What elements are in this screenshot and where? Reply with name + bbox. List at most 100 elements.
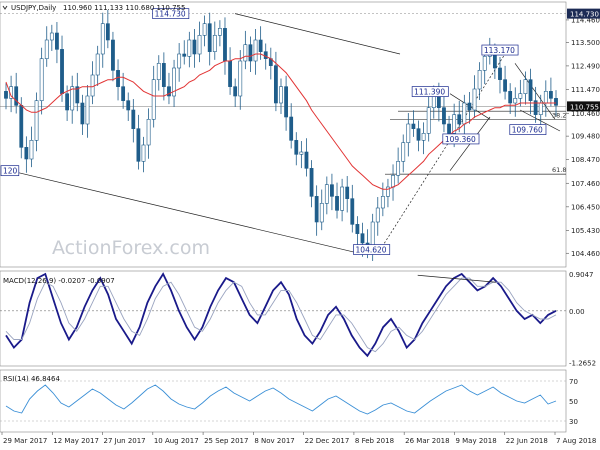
- candle-body: [151, 79, 156, 120]
- x-tick-label: 22 Jun 2018: [506, 437, 548, 445]
- candle-body: [360, 233, 365, 244]
- price-panel: 38.261.8 ActionForex.com 114.730104.6201…: [0, 1, 600, 268]
- macd-line: [5, 272, 557, 358]
- collapse-icon[interactable]: [2, 5, 8, 10]
- price-annotation-box: [0, 165, 20, 177]
- macd-title: MACD(12,26,9) -0.0207 -0.0907: [3, 277, 115, 285]
- candle-body: [228, 60, 232, 87]
- y-tick-label: 109.480: [571, 133, 600, 141]
- y-tick-label: 114.730: [570, 11, 599, 19]
- candle-body: [426, 107, 431, 134]
- candle-body: [391, 175, 395, 188]
- candle-body: [324, 184, 329, 204]
- current-price-box: [567, 101, 600, 112]
- rsi-y-tick-label: 50: [569, 398, 578, 406]
- candle-body: [396, 161, 401, 176]
- chart-header: USDJPY,Daily 110.960 111.133 110.680 110…: [1, 3, 185, 12]
- candle-body: [314, 196, 319, 223]
- candle-body: [340, 186, 345, 211]
- high-label-box: [567, 8, 600, 19]
- candle-body: [518, 93, 523, 99]
- dashed-trendline: [379, 53, 506, 251]
- candle-body: [156, 63, 161, 80]
- candle-body: [289, 116, 294, 141]
- y-tick-label: 114.460: [571, 16, 600, 24]
- x-tick-label: 12 May 2017: [53, 437, 99, 445]
- macd-y-tick-label: -1.2652: [569, 360, 596, 368]
- price-annotation-label: 104.620: [356, 246, 387, 255]
- candle-body: [452, 114, 457, 134]
- candle-body: [55, 32, 59, 50]
- macd-y-tick-label: 0.9047: [569, 271, 594, 279]
- rsi-y-tick-label: 70: [569, 378, 578, 386]
- candle-body: [543, 91, 548, 104]
- candlestick-series: [4, 9, 558, 261]
- y-tick-label: 111.470: [571, 86, 600, 94]
- candle-body: [146, 119, 151, 146]
- y-tick-label: 112.490: [571, 62, 600, 70]
- candle-body: [294, 140, 299, 155]
- candle-body: [386, 186, 390, 197]
- x-tick-label: 26 Mar 2018: [405, 437, 449, 445]
- candle-body: [217, 28, 222, 36]
- candle-body: [182, 53, 187, 57]
- candle-body: [75, 86, 80, 104]
- candle-body: [528, 79, 533, 101]
- fib-level-label: 61.8: [552, 166, 566, 174]
- candle-body: [197, 35, 202, 55]
- rsi-panel: 70 50 30 RSI(14) 46.8464: [0, 369, 578, 433]
- candle-body: [14, 86, 19, 106]
- candle-body: [472, 88, 477, 111]
- price-axis: 104.460 105.430 106.450 107.460 108.470 109.4…: [566, 8, 600, 258]
- watermark: ActionForex.com: [52, 237, 210, 259]
- candle-body: [65, 93, 70, 111]
- candle-body: [304, 151, 309, 169]
- candle-body: [44, 39, 49, 59]
- y-tick-label: 113.500: [571, 39, 600, 47]
- candle-body: [80, 102, 85, 125]
- price-annotation-label: 109.760: [512, 126, 543, 135]
- candle-body: [223, 28, 227, 62]
- moving-average-line: [5, 53, 556, 190]
- candle-body: [19, 105, 24, 148]
- x-tick-label: 29 Mar 2017: [3, 437, 47, 445]
- candle-body: [406, 123, 411, 143]
- candle-body: [253, 39, 258, 62]
- x-tick-label: 8 Feb 2018: [355, 437, 394, 445]
- candle-body: [533, 100, 538, 115]
- candle-body: [538, 102, 543, 115]
- candle-body: [416, 128, 421, 141]
- price-annotation-box: [411, 86, 449, 97]
- candle-body: [375, 207, 380, 223]
- price-annotation-box: [442, 133, 480, 145]
- fib-level-label: 38.2: [552, 111, 566, 119]
- candle-body: [319, 203, 324, 223]
- x-tick-label: 27 Jun 2017: [104, 437, 146, 445]
- candle-body: [299, 151, 304, 155]
- candle-body: [131, 109, 136, 129]
- y-tick-label: 105.430: [571, 227, 600, 235]
- price-annotation-box: [481, 44, 519, 56]
- candle-body: [172, 67, 176, 97]
- price-annotations: 114.730 104.620 113.170 111.390 109.360 109.7…: [0, 8, 547, 255]
- price-annotation-box: [509, 124, 547, 135]
- candle-body: [345, 186, 350, 199]
- candle-body: [258, 39, 263, 52]
- trendline: [514, 63, 556, 120]
- x-tick-label: 22 Dec 2017: [305, 437, 350, 445]
- candle-body: [442, 107, 446, 125]
- candle-body: [60, 49, 64, 94]
- candle-body: [263, 51, 268, 59]
- ohlc-values: 110.960 111.133 110.680 110.755: [63, 4, 185, 12]
- candle-body: [100, 23, 105, 55]
- candle-body: [136, 128, 141, 162]
- candle-body: [462, 102, 467, 125]
- candle-body: [401, 142, 406, 162]
- candle-body: [330, 184, 334, 197]
- candle-body: [187, 39, 192, 57]
- price-annotation-label: 109.360: [445, 135, 476, 144]
- candle-body: [513, 98, 518, 104]
- x-tick-label: 7 Aug 2018: [556, 437, 596, 445]
- candle-body: [202, 23, 207, 36]
